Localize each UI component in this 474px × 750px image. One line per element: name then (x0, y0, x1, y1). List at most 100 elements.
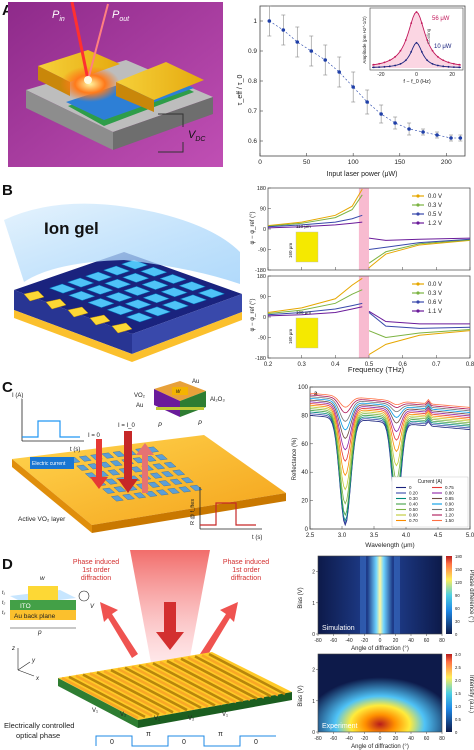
a-xtick-label: 100 (348, 159, 359, 166)
c-xtick-label: 3.5 (370, 533, 379, 539)
c-vo2-cell (189, 484, 203, 491)
a-inset-side-label: Cooling (426, 28, 431, 44)
d-elec-label: Electrically controlled (4, 721, 74, 730)
panel-b-label: B (2, 182, 13, 199)
c-platform-edge (12, 459, 92, 533)
a-inset-point (452, 62, 455, 65)
d-sim-cbar-tick-label: 90 (455, 593, 460, 598)
d-sim-cbar-tick-label: 30 (455, 619, 460, 624)
d-sim-cbar-tick-label: 150 (455, 567, 463, 572)
c-series-line (309, 396, 471, 422)
c-p1-label: P (158, 423, 162, 429)
c-legend-label: 1.00 (445, 507, 454, 512)
a-inset-point (378, 66, 381, 69)
b-unit-cell (124, 299, 152, 310)
d-t3-label: t₃ (2, 610, 5, 616)
a-inset-point (378, 62, 381, 65)
c-vo2-label: VO₂ (134, 393, 146, 399)
b-top-ytick-label: 0 (263, 227, 266, 233)
a-inset-curves (371, 11, 462, 69)
c-vo2-cell (110, 495, 124, 502)
b-top-legend-label: 1.2 V (428, 221, 442, 227)
b-bottom-dim-h: 160 μm (288, 329, 293, 344)
d-exp-xtick-label: -60 (330, 736, 337, 742)
d-stripe (166, 659, 244, 703)
a-inset-point (447, 61, 450, 64)
a-plot-ylabel: τ_eff / τ_0 (237, 75, 244, 106)
b-bottom-legend-label: 0.6 V (428, 300, 442, 306)
a-inset-point (442, 65, 445, 68)
c-unitcell-stripe (156, 407, 204, 410)
d-phase-right-2: 1st order (232, 567, 260, 574)
a-gold-pad-right-side (116, 82, 154, 112)
d-v1c-label: V₁ (222, 712, 228, 718)
panel-c-plot: a Reflectance (%) Wavelength (μm) 2.5 3.0… (292, 385, 474, 549)
c-vo2-cell (180, 477, 194, 484)
c-series-line (309, 397, 471, 431)
a-inset-xtick-label: -20 (377, 72, 384, 78)
b-bottom-legend-marker (416, 282, 420, 286)
b-top-series-line (368, 239, 471, 264)
a-xtick-label: 150 (394, 159, 405, 166)
b-unit-cell (140, 266, 168, 277)
a-inset-bottom-label: 10 μW (434, 44, 452, 50)
d-exp-xtick-label: -80 (314, 736, 321, 742)
b-top-legend-marker (416, 212, 420, 216)
b-ylabel-bottom: φ − φ_ref (°) (250, 298, 256, 331)
a-xtick-label: 200 (441, 159, 452, 166)
d-exp-xtick-label: -20 (361, 736, 368, 742)
b-bottom-series-line (267, 306, 363, 317)
b-unit-cell (122, 272, 150, 283)
a-inset-xticks: -20 0 20 (377, 72, 455, 78)
c-vo2-cell (152, 463, 166, 470)
b-contact-pads (23, 290, 133, 334)
c-series-line (309, 409, 471, 517)
d-sim-xtick-label: -40 (345, 638, 352, 644)
c-legend-label: 0 (409, 485, 412, 490)
c-legend-label: 1.20 (445, 513, 454, 518)
b-unit-cell (123, 286, 151, 296)
b-pad (23, 290, 45, 302)
a-data-point (421, 130, 425, 134)
d-exp-cbar-tick-label: 1.0 (455, 704, 461, 709)
c-xtick-label: 4.5 (434, 533, 443, 539)
d-axis-x (17, 669, 35, 677)
b-bottom-legend-label: 0.3 V (428, 291, 442, 297)
c-electric-current-label: Electric current (32, 461, 66, 467)
b-unit-cell (66, 277, 95, 288)
b-bottom-series-line (368, 329, 471, 339)
a-inset-point (415, 11, 418, 13)
a-inset-point (372, 66, 375, 69)
a-plot-yticks: 0.6 0.7 0.8 0.9 1 (248, 18, 263, 145)
panel-c-label: C (2, 379, 13, 396)
c-xtick-label: 2.5 (306, 533, 315, 539)
d-exp-ytick-label: 0 (312, 730, 315, 736)
d-sim-side-glow-left (360, 556, 366, 634)
b-bottom-legend-marker (416, 300, 420, 304)
a-inset-point (426, 59, 429, 62)
a-inset-point (415, 41, 418, 44)
d-w-label: w (40, 575, 46, 582)
c-legend-box (391, 476, 469, 528)
c-arrow-up (136, 443, 154, 493)
b-unit-cell (87, 298, 115, 308)
c-ytick-label: 80 (301, 413, 308, 419)
c-r-label: R @ f_ftes (190, 499, 196, 525)
b-unit-cell (179, 294, 208, 305)
a-data-point (281, 28, 286, 32)
d-optphase-label: optical phase (16, 731, 60, 740)
d-phase-left-2: 1st order (82, 567, 110, 574)
d-v-label: V (90, 604, 95, 610)
b-bottom-xtick-label: 0.3 (297, 362, 306, 368)
d-stripe (61, 676, 139, 720)
a-inset-xtick-label: 0 (415, 72, 418, 78)
d-au-plane-label: Au back plane (14, 613, 56, 620)
d-sim-xtick-label: -60 (330, 638, 337, 644)
c-series-line (309, 408, 471, 505)
a-data-point (337, 70, 342, 74)
b-ion-gel (4, 203, 240, 284)
a-inset-point (399, 49, 402, 52)
c-vo2-cell (158, 480, 172, 487)
b-top-series-line (267, 194, 363, 227)
d-sim-xtick-label: 20 (393, 638, 399, 644)
